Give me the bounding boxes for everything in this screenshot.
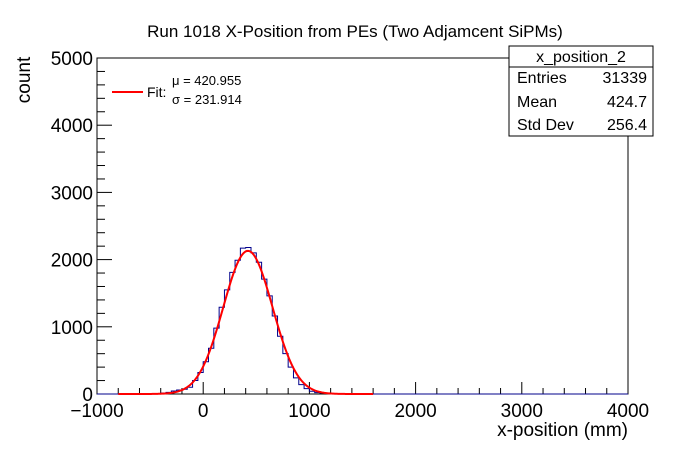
histogram-bars: [97, 247, 628, 395]
y-tick-label: 5000: [51, 49, 93, 70]
y-axis: 0 1000 2000 3000 4000 5000: [51, 49, 112, 406]
x-tick-label: 4000: [607, 401, 649, 422]
histogram-outline: [160, 247, 342, 395]
fit-legend: Fit: μ = 420.955 σ = 231.914: [110, 70, 262, 112]
histogram-bin: [278, 336, 283, 394]
stats-entries-value: 31339: [603, 70, 648, 87]
y-tick-label: 2000: [51, 251, 93, 272]
stats-mean-value: 424.7: [607, 94, 647, 111]
histogram-bin: [262, 279, 267, 394]
legend-fit-sigma: σ = 231.914: [172, 92, 242, 107]
fit-curve: [118, 249, 374, 395]
stats-box-title: x_position_2: [536, 49, 626, 66]
fit-curve-group: [118, 249, 374, 395]
histogram-bin: [299, 385, 304, 394]
x-tick-label: 0: [198, 401, 209, 422]
histogram-bin: [224, 290, 229, 394]
histogram-bin: [251, 253, 256, 394]
stats-entries-label: Entries: [517, 70, 567, 87]
histogram-bin: [240, 248, 245, 394]
histogram-bin: [267, 296, 272, 394]
y-axis-label: count: [14, 56, 35, 103]
histogram-bin: [246, 248, 251, 394]
histogram-bin: [256, 262, 261, 394]
histogram-bin: [304, 389, 309, 394]
histogram-bin: [293, 378, 298, 394]
x-tick-label: 2000: [394, 401, 436, 422]
stats-stddev-value: 256.4: [607, 117, 647, 134]
stats-box: x_position_2 Entries 31339 Mean 424.7 St…: [508, 45, 654, 137]
histogram-bin: [272, 316, 277, 394]
histogram-bin: [209, 348, 214, 394]
legend-fit-mu: μ = 420.955: [172, 73, 241, 88]
y-tick-label: 0: [82, 385, 93, 406]
x-axis-label: x-position (mm): [497, 420, 628, 441]
histogram-bin: [288, 367, 293, 394]
y-tick-label: 1000: [51, 318, 93, 339]
legend-fit-label: Fit:: [147, 84, 166, 100]
stats-box-frame: [508, 45, 654, 137]
histogram-bin: [230, 272, 235, 394]
histogram-bin: [235, 260, 240, 394]
histogram-bin: [187, 387, 192, 394]
x-tick-label: −1000: [70, 401, 123, 422]
histogram-bin: [283, 354, 288, 394]
y-tick-label: 3000: [51, 183, 93, 204]
x-tick-label: 3000: [501, 401, 543, 422]
y-tick-label: 4000: [51, 116, 93, 137]
chart-title: Run 1018 X-Position from PEs (Two Adjamc…: [147, 22, 563, 41]
x-tick-label: 1000: [288, 401, 330, 422]
x-axis: −1000 0 1000 2000 3000 4000: [70, 382, 649, 422]
stats-stddev-label: Std Dev: [517, 117, 574, 134]
stats-mean-label: Mean: [517, 94, 557, 111]
